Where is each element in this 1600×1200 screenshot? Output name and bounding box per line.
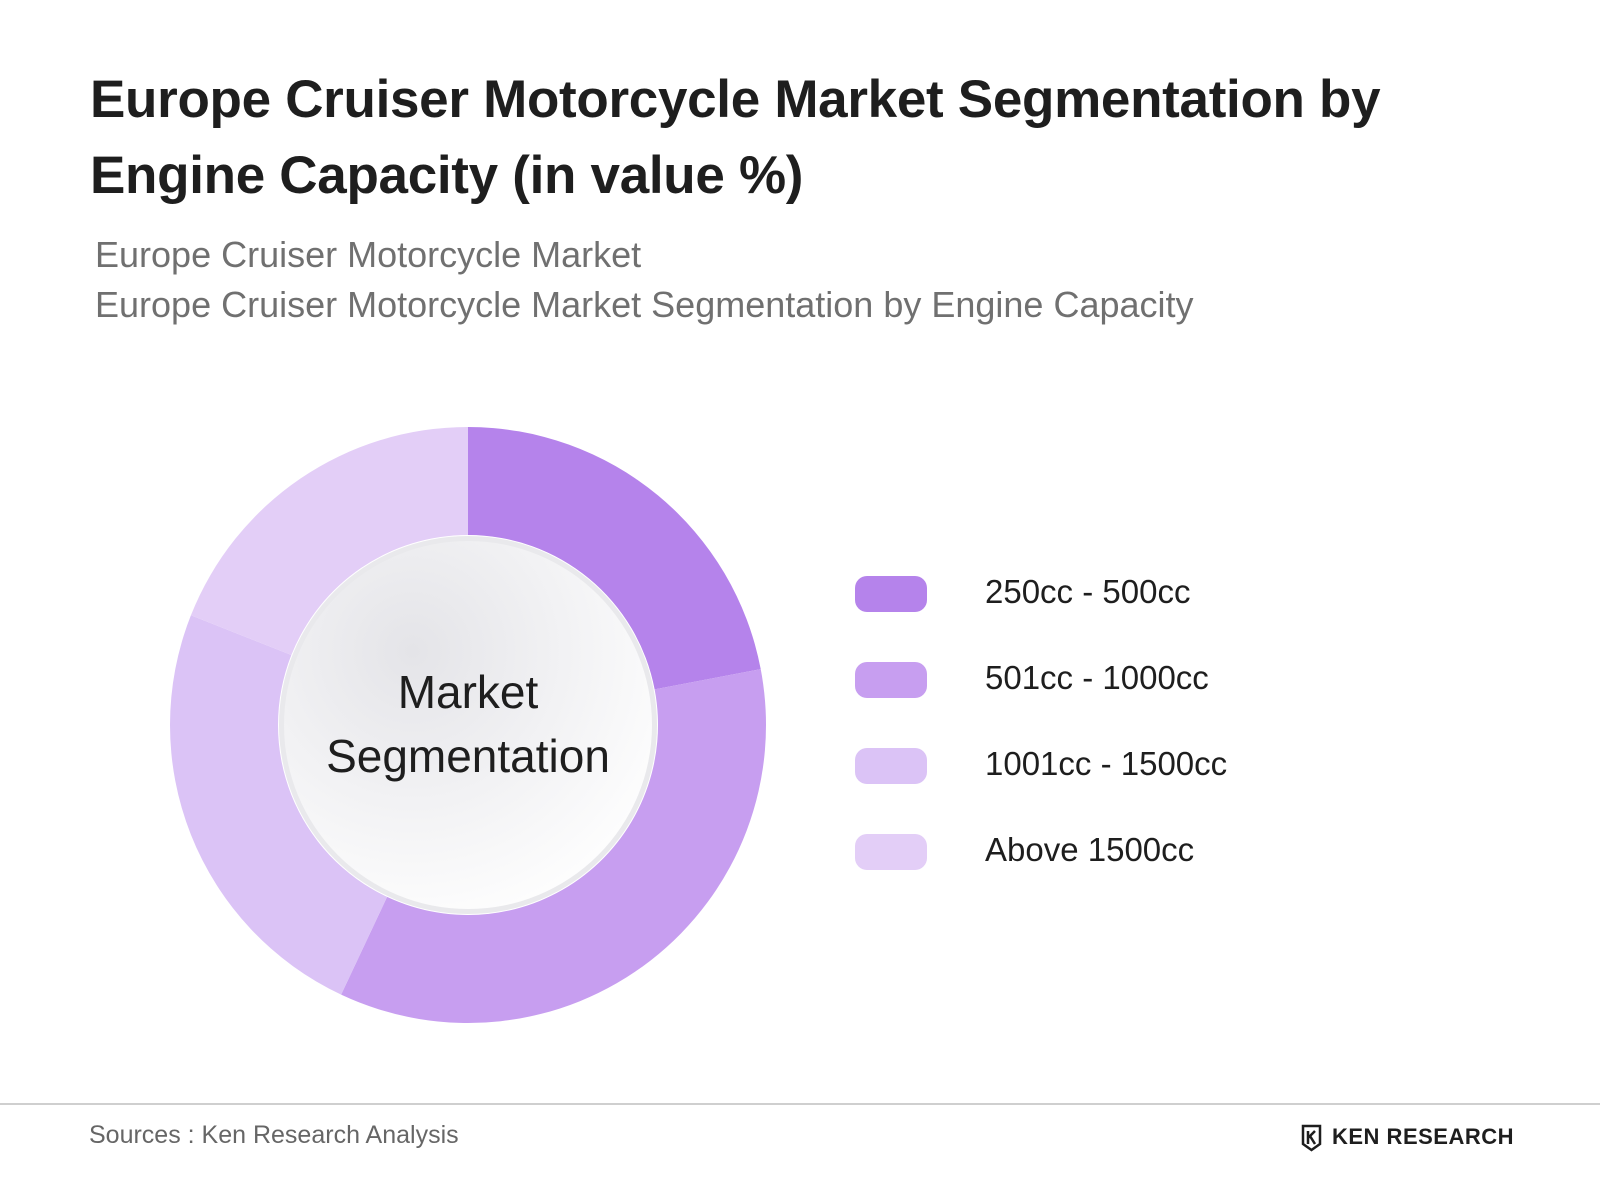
legend-label: Above 1500cc (985, 831, 1195, 868)
legend-swatch (855, 662, 927, 698)
legend-item-250-500: 250cc - 500cc (855, 570, 1375, 614)
legend-item-501-1000: 501cc - 1000cc (855, 656, 1375, 700)
legend-item-1001-1500: 1001cc - 1500cc (855, 742, 1375, 786)
ken-research-logo-icon (1301, 1124, 1322, 1152)
center-label-line-1: Market (397, 666, 539, 718)
legend-swatch (855, 748, 927, 784)
center-label-line-2: Segmentation (326, 730, 610, 782)
chart-subtitle-segmentation: Europe Cruiser Motorcycle Market Segment… (95, 284, 1194, 325)
chart-subtitle-market: Europe Cruiser Motorcycle Market (95, 234, 642, 275)
legend-item-above-1500: Above 1500cc (855, 828, 1375, 872)
donut-center-label: Market Segmentation (318, 660, 618, 788)
donut-chart (169, 427, 767, 1023)
legend-label: 501cc - 1000cc (985, 659, 1209, 696)
donut-center-disc (284, 541, 652, 909)
chart-title: Europe Cruiser Motorcycle Market Segment… (90, 70, 1381, 205)
donut-slice-1 (468, 427, 761, 690)
footer-source: Sources : Ken Research Analysis (89, 1121, 459, 1149)
legend-label: 250cc - 500cc (985, 573, 1191, 610)
legend-swatch (855, 834, 927, 870)
donut-slice-4 (190, 427, 468, 656)
donut-slice-3 (169, 615, 388, 995)
donut-slice-2 (341, 669, 767, 1023)
footer-divider (0, 1103, 1600, 1105)
brand-name: KEN RESEARCH (1332, 1124, 1515, 1149)
legend-label: 1001cc - 1500cc (985, 745, 1228, 782)
legend-swatch (855, 576, 927, 612)
donut-slices (169, 427, 767, 1023)
